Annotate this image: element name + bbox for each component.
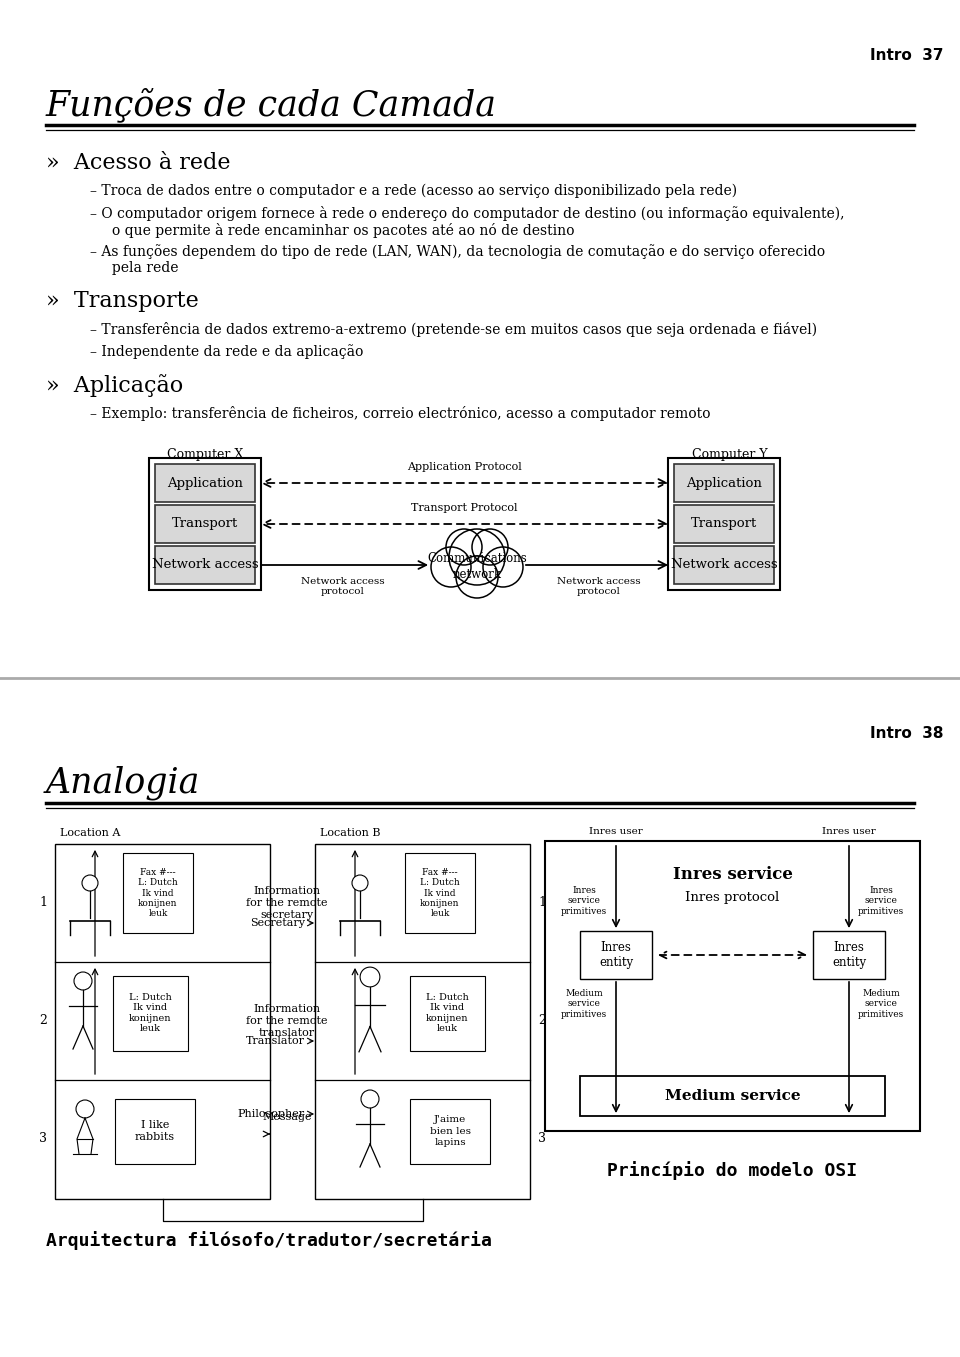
Circle shape [360,968,380,987]
Text: Information
for the remote
translator: Information for the remote translator [247,1004,327,1038]
Text: Intro  38: Intro 38 [870,726,944,741]
Text: Arquitectura filósofo/tradutor/secretária: Arquitectura filósofo/tradutor/secretári… [46,1231,492,1250]
Text: Communications
network: Communications network [427,551,527,581]
Text: Network access
protocol: Network access protocol [557,577,640,596]
Bar [580,931,652,978]
Circle shape [456,556,498,598]
Text: 1: 1 [39,897,47,909]
Bar [405,854,475,934]
Text: Application: Application [167,476,243,490]
Text: 2: 2 [538,1015,546,1027]
Text: – O computador origem fornece à rede o endereço do computador de destino (ou inf: – O computador origem fornece à rede o e… [90,206,845,239]
Text: Inres
entity: Inres entity [599,940,633,969]
Text: Transport: Transport [691,517,757,531]
Text: 2: 2 [39,1015,47,1027]
Circle shape [431,547,471,588]
Bar [155,505,255,543]
Bar [155,464,255,502]
Text: Translator: Translator [246,1035,305,1046]
Text: Funções de cada Camada: Funções de cada Camada [46,88,497,122]
Text: Information
for the remote
secretary: Information for the remote secretary [247,886,327,920]
Text: Medium
service
primitives: Medium service primitives [561,989,607,1019]
Text: Inres
service
primitives: Inres service primitives [561,886,607,916]
Text: Intro  37: Intro 37 [870,47,944,62]
Text: – As funções dependem do tipo de rede (LAN, WAN), da tecnologia de comutação e d: – As funções dependem do tipo de rede (L… [90,244,826,275]
Text: – Independente da rede e da aplicação: – Independente da rede e da aplicação [90,345,364,358]
Text: L: Dutch
Ik vind
konijnen
leuk: L: Dutch Ik vind konijnen leuk [129,993,172,1033]
Text: – Exemplo: transferência de ficheiros, correio electrónico, acesso a computador : – Exemplo: transferência de ficheiros, c… [90,406,710,421]
Bar [410,1099,490,1164]
Circle shape [472,529,508,565]
Text: Inres service: Inres service [673,866,792,883]
Text: Message: Message [262,1111,312,1122]
Text: Transport Protocol: Transport Protocol [411,503,517,513]
Text: Medium
service
primitives: Medium service primitives [858,989,904,1019]
Bar [674,505,774,543]
Text: 3: 3 [538,1133,546,1145]
Bar [545,841,920,1130]
Text: Network access: Network access [152,559,258,571]
Text: »  Transporte: » Transporte [46,290,199,312]
Text: Analogia: Analogia [46,765,201,801]
Bar [410,976,485,1052]
Text: Secretary: Secretary [250,917,305,928]
Text: I like
rabbits: I like rabbits [135,1120,175,1143]
Text: Medium service: Medium service [664,1090,801,1103]
Circle shape [483,547,523,588]
Text: Inres user: Inres user [589,826,643,836]
Text: Fax #---
L: Dutch
Ik vind
konijnen
leuk: Fax #--- L: Dutch Ik vind konijnen leuk [138,867,178,919]
Text: Application Protocol: Application Protocol [407,461,522,472]
Text: Transport: Transport [172,517,238,531]
Text: Location A: Location A [60,828,120,839]
Text: L: Dutch
Ik vind
konijnen
leuk: L: Dutch Ik vind konijnen leuk [425,993,468,1033]
Text: Princípio do modelo OSI: Princípio do modelo OSI [608,1162,857,1181]
Bar [149,459,261,590]
Text: – Troca de dados entre o computador e a rede (acesso ao serviço disponibilizado : – Troca de dados entre o computador e a … [90,185,737,198]
Circle shape [76,1101,94,1118]
Text: Application: Application [686,476,762,490]
Text: »  Acesso à rede: » Acesso à rede [46,152,230,174]
Text: Computer X: Computer X [167,448,243,461]
Circle shape [82,875,98,892]
Text: Network access
protocol: Network access protocol [301,577,385,596]
Text: 3: 3 [39,1133,47,1145]
Text: »  Aplicação: » Aplicação [46,375,183,398]
Bar [123,854,193,934]
Bar [674,464,774,502]
Circle shape [74,972,92,991]
Bar [813,931,885,978]
Circle shape [449,529,505,585]
Text: Inres user: Inres user [822,826,876,836]
Text: Philosopher: Philosopher [238,1109,305,1120]
Text: Fax #---
L: Dutch
Ik vind
konijnen
leuk: Fax #--- L: Dutch Ik vind konijnen leuk [420,867,460,919]
Bar [113,976,188,1052]
Text: Location B: Location B [320,828,380,839]
Text: 1: 1 [538,897,546,909]
Bar [315,844,530,1200]
Circle shape [446,529,482,565]
Circle shape [361,1090,379,1109]
Text: Inres
service
primitives: Inres service primitives [858,886,904,916]
Bar [668,459,780,590]
Bar [580,1076,885,1115]
Text: J'aime
bien les
lapins: J'aime bien les lapins [429,1115,470,1147]
Bar [55,844,270,1200]
Text: Inres protocol: Inres protocol [685,892,780,904]
Bar [155,546,255,584]
Text: – Transferência de dados extremo-a-extremo (pretende-se em muitos casos que seja: – Transferência de dados extremo-a-extre… [90,322,817,337]
Circle shape [352,875,368,892]
Text: Computer Y: Computer Y [692,448,768,461]
Text: Network access: Network access [671,559,778,571]
Bar [115,1099,195,1164]
Bar [674,546,774,584]
Text: Inres
entity: Inres entity [832,940,866,969]
